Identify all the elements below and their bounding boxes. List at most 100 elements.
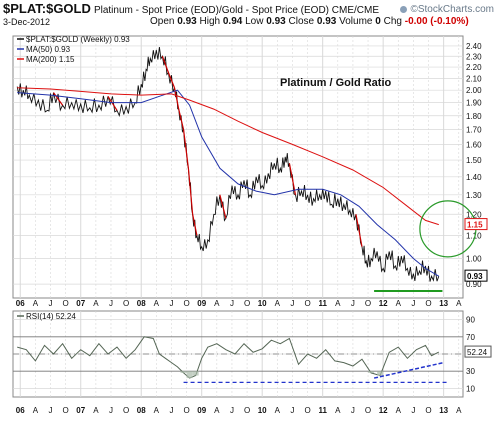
symbol-description: Platinum - Spot Price (EOD)/Gold - Spot … xyxy=(93,5,380,16)
ohlc-readout: Open 0.93 High 0.94 Low 0.93 Close 0.93 … xyxy=(150,16,469,27)
rsi-x-tick-label: A xyxy=(154,406,160,415)
y-tick-label: 2.30 xyxy=(466,52,482,61)
rsi-x-tick-label: O xyxy=(123,406,129,415)
y-tick-label: 0.90 xyxy=(466,280,482,289)
price-down-segment xyxy=(167,72,176,88)
legend-entry: MA(50) 0.93 xyxy=(26,45,71,54)
high-label: High xyxy=(199,16,221,27)
y-tick-label: 1.30 xyxy=(466,191,482,200)
rsi-last-value-label: 52.24 xyxy=(467,348,488,357)
x-tick-label: O xyxy=(183,299,189,308)
last-value-label: 0.93 xyxy=(467,272,483,281)
price-down-segment xyxy=(219,194,227,219)
x-tick-label: 06 xyxy=(16,299,25,308)
last-value-box xyxy=(464,218,488,231)
rsi-x-tick-label: 10 xyxy=(258,406,267,415)
rsi-x-tick-label: O xyxy=(365,406,371,415)
last-value-box xyxy=(464,269,488,282)
rsi-x-tick-label: J xyxy=(351,406,355,415)
x-tick-label: 08 xyxy=(137,299,146,308)
y-tick-label: 1.90 xyxy=(466,99,482,108)
low-value: 0.93 xyxy=(266,16,286,27)
rsi-x-tick-label: A xyxy=(456,406,462,415)
price-series-line xyxy=(16,47,440,282)
stockcharts-logo-icon xyxy=(400,5,408,13)
price-panel-frame xyxy=(12,35,464,299)
rsi-x-tick-label: J xyxy=(411,406,415,415)
x-tick-label: A xyxy=(275,299,281,308)
ma50-line xyxy=(17,89,440,277)
chg-label: Chg xyxy=(383,16,402,27)
x-tick-label: 12 xyxy=(379,299,388,308)
y-tick-label: 1.60 xyxy=(466,140,482,149)
watermark-text: ©StockCharts.com xyxy=(410,4,494,15)
rsi-x-tick-label: J xyxy=(49,406,53,415)
rsi-x-tick-label: J xyxy=(290,406,294,415)
legend-entry: $PLAT:$GOLD (Weekly) 0.93 xyxy=(26,35,130,44)
x-tick-label: J xyxy=(290,299,294,308)
x-tick-label: A xyxy=(456,299,462,308)
rsi-x-tick-label: 11 xyxy=(318,406,327,415)
rsi-y-tick-label: 70 xyxy=(466,333,475,342)
x-tick-label: J xyxy=(49,299,53,308)
rsi-x-tick-label: J xyxy=(109,406,113,415)
y-tick-label: 2.00 xyxy=(466,86,482,95)
price-down-segment xyxy=(192,214,198,236)
rsi-y-tick-label: 10 xyxy=(466,384,475,393)
date-label: 3-Dec-2012 xyxy=(3,17,51,27)
price-down-segment xyxy=(288,163,297,195)
volume-value: 0 xyxy=(375,16,381,27)
stockcharts-watermark: ©StockCharts.com xyxy=(400,4,494,15)
chart-title: Platinum / Gold Ratio xyxy=(280,77,392,89)
rsi-x-tick-label: 12 xyxy=(379,406,388,415)
rsi-x-tick-label: A xyxy=(93,406,99,415)
price-down-segment xyxy=(187,168,194,215)
x-tick-label: 09 xyxy=(197,299,206,308)
price-down-segment xyxy=(182,129,189,169)
ma200-line xyxy=(17,87,439,226)
x-tick-label: A xyxy=(154,299,160,308)
price-down-segment xyxy=(107,96,118,111)
rsi-oversold-fill xyxy=(377,371,384,376)
y-tick-label: 1.00 xyxy=(466,255,482,264)
y-tick-label: 1.40 xyxy=(466,173,482,182)
y-tick-label: 2.40 xyxy=(466,42,482,51)
rsi-oversold-fill xyxy=(368,371,375,373)
rsi-x-tick-label: A xyxy=(396,406,402,415)
x-tick-label: O xyxy=(63,299,69,308)
rsi-x-tick-label: 09 xyxy=(197,406,206,415)
x-tick-label: J xyxy=(230,299,234,308)
x-tick-label: A xyxy=(214,299,220,308)
low-label: Low xyxy=(245,16,264,27)
rsi-x-tick-label: 07 xyxy=(76,406,85,415)
open-label: Open xyxy=(150,16,175,27)
x-tick-label: O xyxy=(425,299,431,308)
open-value: 0.93 xyxy=(177,16,197,27)
chg-value: -0.00 (-0.10%) xyxy=(404,16,469,27)
rsi-x-tick-label: J xyxy=(230,406,234,415)
rsi-x-tick-label: A xyxy=(335,406,341,415)
rsi-last-value-box xyxy=(464,345,492,358)
x-tick-label: O xyxy=(304,299,310,308)
close-value: 0.93 xyxy=(316,16,337,27)
rsi-x-tick-label: A xyxy=(214,406,220,415)
y-tick-label: 1.80 xyxy=(466,112,482,121)
rsi-y-tick-label: 30 xyxy=(466,367,475,376)
rsi-x-tick-label: O xyxy=(183,406,189,415)
price-down-segment xyxy=(53,92,64,106)
price-down-segment xyxy=(161,56,170,73)
price-down-segment xyxy=(355,214,363,247)
x-tick-label: J xyxy=(169,299,173,308)
rsi-x-tick-label: A xyxy=(275,406,281,415)
x-tick-label: O xyxy=(123,299,129,308)
symbol-label: $PLAT:$GOLD xyxy=(3,1,91,16)
rsi-x-tick-label: 08 xyxy=(137,406,146,415)
rsi-x-tick-label: A xyxy=(33,406,39,415)
x-tick-label: J xyxy=(109,299,113,308)
x-tick-label: A xyxy=(33,299,39,308)
x-tick-label: 13 xyxy=(439,299,448,308)
high-value: 0.94 xyxy=(222,16,243,27)
x-tick-label: O xyxy=(244,299,250,308)
x-tick-label: O xyxy=(365,299,371,308)
y-tick-label: 1.70 xyxy=(466,126,482,135)
